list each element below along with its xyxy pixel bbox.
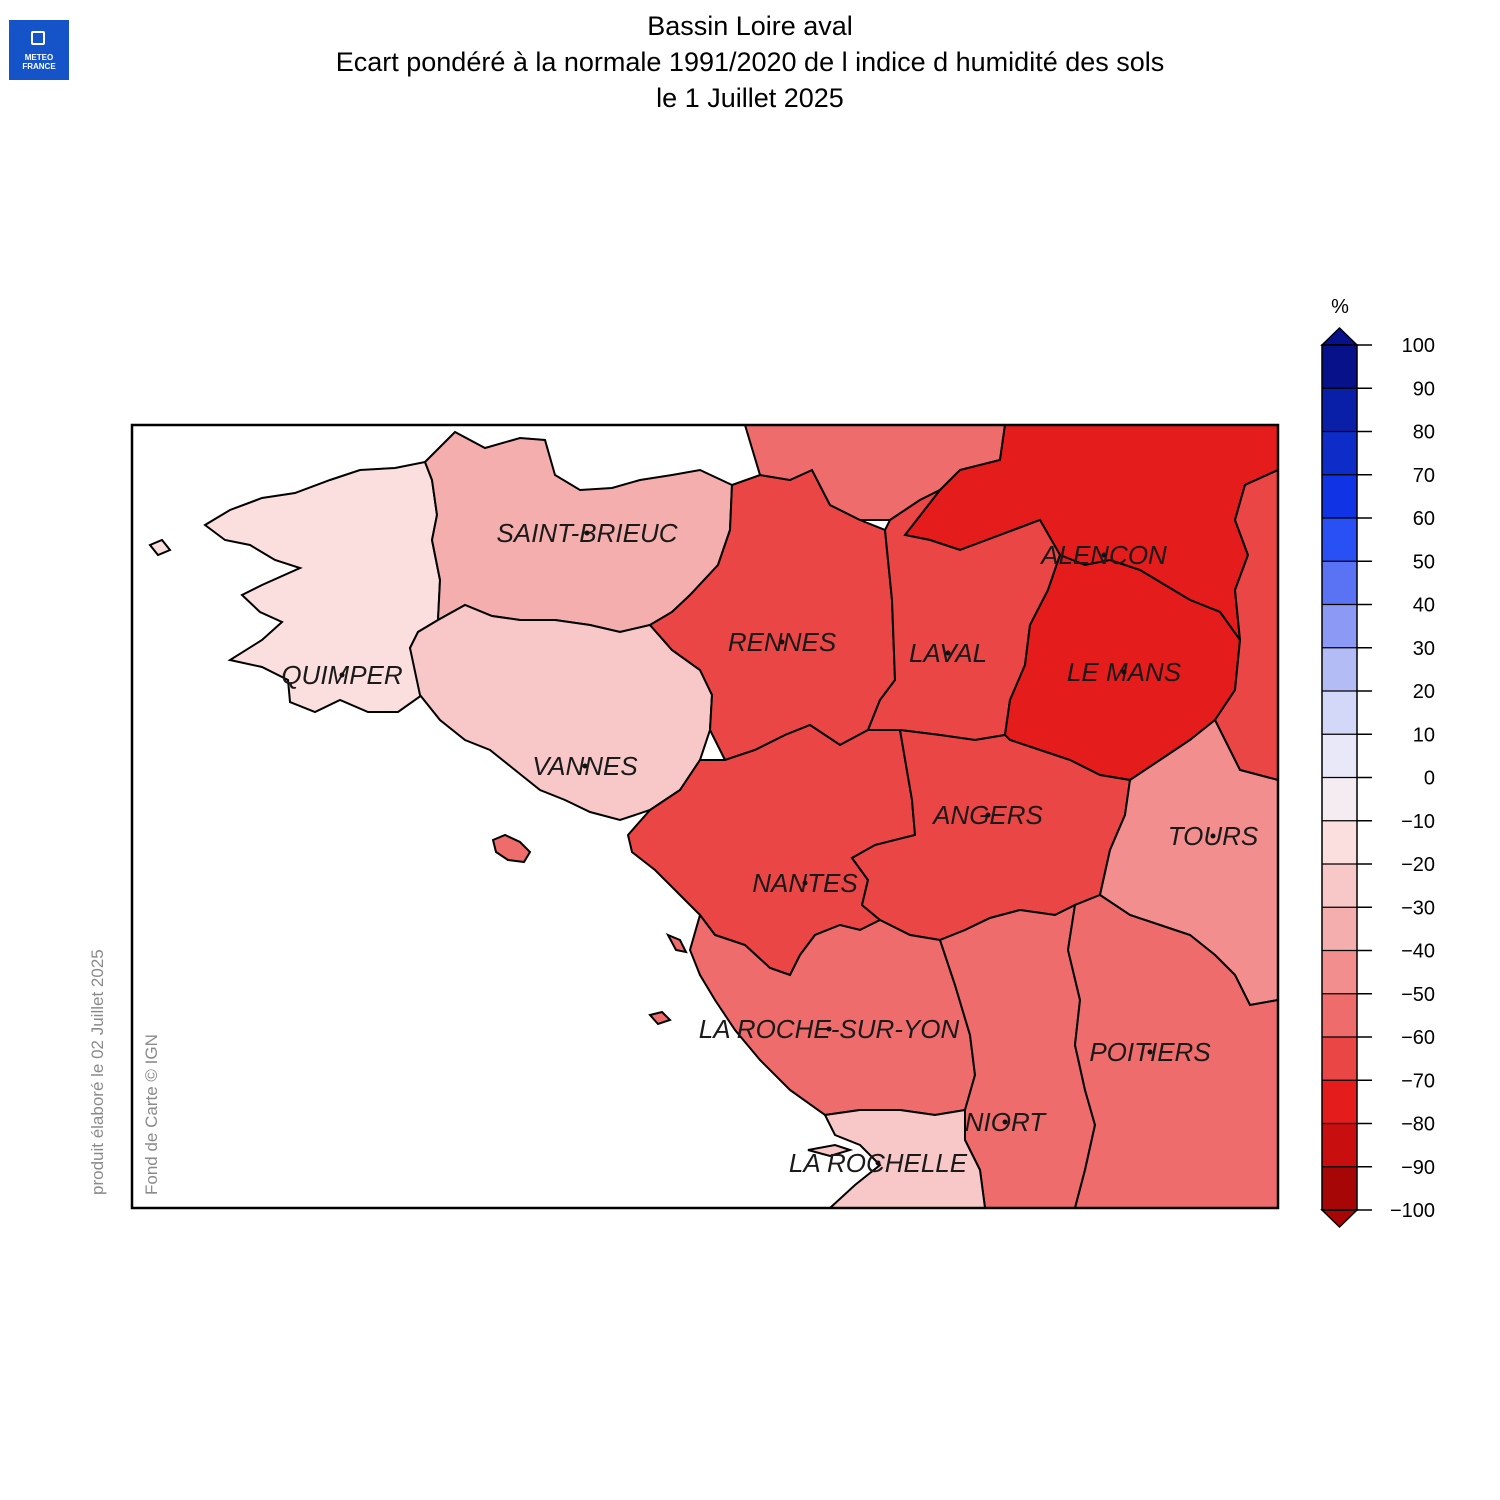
- colorbar-tick-label: 20: [1413, 681, 1435, 703]
- colorbar-band: [1322, 777, 1357, 822]
- island-re: [807, 1143, 854, 1158]
- city-dot: [985, 812, 991, 818]
- city-dot: [582, 763, 588, 769]
- colorbar-tick-label: 40: [1413, 595, 1435, 617]
- colorbar-tick-label: 60: [1413, 508, 1435, 530]
- region-vienne: [1066, 893, 1278, 1208]
- city-dot: [875, 1160, 881, 1166]
- colorbar: % 1009080706050403020100−10−20−30−40−50−…: [1320, 296, 1435, 1229]
- logo-mark-icon: [31, 31, 45, 45]
- colorbar-tick-label: 50: [1413, 551, 1435, 573]
- colorbar-tick-label: −50: [1401, 984, 1435, 1006]
- colorbar-band: [1322, 1037, 1357, 1081]
- map-date: le 1 Juillet 2025: [656, 83, 844, 113]
- colorbar-tick-label: −100: [1390, 1200, 1435, 1222]
- city-dot: [339, 672, 345, 678]
- colorbar-band: [1322, 734, 1357, 778]
- colorbar-band: [1322, 1123, 1357, 1168]
- city-dot: [826, 1026, 832, 1032]
- colorbar-tick-label: 30: [1413, 638, 1435, 660]
- meteo-france-logo: METEO FRANCE: [9, 20, 69, 80]
- logo-line-1: METEO: [24, 53, 54, 62]
- map-frame: [130, 423, 1280, 1210]
- city-dot: [1121, 669, 1127, 675]
- colorbar-band: [1322, 691, 1357, 735]
- map-subtitle: Ecart pondéré à la normale 1991/2020 de …: [335, 47, 1165, 77]
- colorbar-band: [1322, 431, 1357, 476]
- colorbar-band: [1322, 388, 1357, 432]
- island-belle-ile: [491, 833, 532, 864]
- colorbar-band: [1322, 864, 1357, 908]
- colorbar-band: [1322, 561, 1357, 605]
- island-yeu: [648, 1010, 672, 1026]
- colorbar-tick-label: 70: [1413, 465, 1435, 487]
- map-title: Bassin Loire aval: [647, 11, 853, 41]
- city-dot: [945, 650, 951, 656]
- colorbar-band: [1322, 820, 1357, 865]
- colorbar-band: [1322, 518, 1357, 562]
- city-dot: [779, 639, 785, 645]
- colorbar-band: [1322, 1166, 1357, 1211]
- colorbar-tick-label: −10: [1401, 811, 1435, 833]
- colorbar-band: [1322, 647, 1357, 692]
- logo-line-2: FRANCE: [22, 62, 56, 71]
- city-dot: [1101, 552, 1107, 558]
- colorbar-unit: %: [1331, 296, 1349, 318]
- colorbar-top-arrow: [1320, 326, 1359, 346]
- colorbar-tick-label: −40: [1401, 941, 1435, 963]
- map-body: [148, 425, 1278, 1208]
- city-dot: [1147, 1049, 1153, 1055]
- colorbar-tick-label: 10: [1413, 724, 1435, 746]
- region-charente-maritime: [823, 1108, 987, 1208]
- colorbar-band: [1322, 993, 1357, 1038]
- colorbar-tick-label: 100: [1402, 335, 1435, 357]
- colorbar-band: [1322, 345, 1357, 389]
- colorbar-tick-label: −80: [1401, 1114, 1435, 1136]
- colorbar-tick-label: −60: [1401, 1027, 1435, 1049]
- colorbar-band: [1322, 907, 1357, 951]
- city-dot: [584, 530, 590, 536]
- colorbar-tick-label: 80: [1413, 422, 1435, 444]
- colorbar-band: [1322, 950, 1357, 995]
- colorbar-bottom-arrow: [1320, 1209, 1359, 1229]
- city-dot: [1210, 833, 1216, 839]
- colorbar-tick-label: 0: [1424, 768, 1435, 790]
- colorbar-tick-label: 90: [1413, 378, 1435, 400]
- city-dot: [802, 880, 808, 886]
- colorbar-tick-label: −70: [1401, 1070, 1435, 1092]
- colorbar-tick-label: −90: [1401, 1157, 1435, 1179]
- colorbar-tick-label: −20: [1401, 854, 1435, 876]
- island-noirmoutier: [665, 933, 688, 954]
- colorbar-band: [1322, 604, 1357, 649]
- colorbar-tick-label: −30: [1401, 897, 1435, 919]
- colorbar-band: [1322, 1080, 1357, 1124]
- island-crozon: [148, 538, 172, 557]
- colorbar-band: [1322, 474, 1357, 519]
- city-dot: [1002, 1119, 1008, 1125]
- region-finistere: [203, 460, 442, 714]
